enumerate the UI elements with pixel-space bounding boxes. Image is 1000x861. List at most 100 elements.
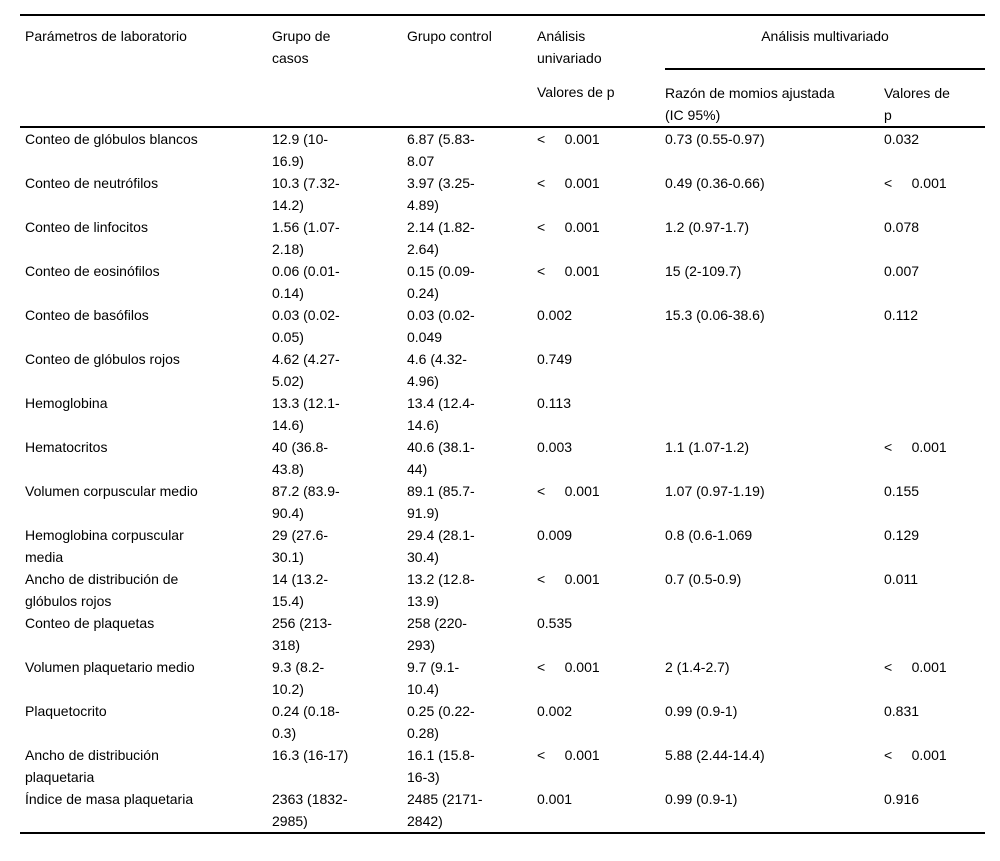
cell-p-univariado: < 0.001 xyxy=(537,483,600,499)
cell-parametro: Conteo de basófilos xyxy=(25,307,149,323)
table-row: Índice de masa plaquetaria 2363 (1832- 29… xyxy=(20,788,986,834)
cell-parametro: Volumen corpuscular medio xyxy=(25,483,198,499)
cell-grupo-casos: 14 (13.2- 15.4) xyxy=(272,571,329,609)
cell-grupo-control: 2485 (2171- 2842) xyxy=(407,788,537,834)
cell-p-multivariado xyxy=(884,348,985,392)
table-row: Conteo de eosinófilos 0.06 (0.01- 0.14) 0.… xyxy=(20,260,985,304)
table-row: Volumen corpuscular medio 87.2 (83.9- 90.… xyxy=(20,480,985,524)
table-row: Ancho de distribución de glóbulos rojos 1… xyxy=(20,568,985,612)
cell-parametro: Plaquetocrito xyxy=(25,703,107,719)
cell-p-univariado: < 0.001 xyxy=(537,219,600,235)
cell-grupo-casos: 10.3 (7.32- 14.2) xyxy=(272,175,340,213)
cell-p-multivariado: 0.007 xyxy=(884,263,920,279)
cell-grupo-control: 13.4 (12.4- 14.6) xyxy=(407,395,475,433)
cell-grupo-casos: 4.62 (4.27- 5.02) xyxy=(272,351,340,389)
cell-p-univariado: 0.002 xyxy=(537,703,573,719)
col-header-multivariado-valores-p: Valores de p xyxy=(884,69,986,128)
cell-p-univariado: < 0.001 xyxy=(537,263,600,279)
cell-p-multivariado: < 0.001 xyxy=(884,747,947,763)
cell-razon-momios: 1.2 (0.97-1.7) xyxy=(665,219,750,235)
cell-razon-momios xyxy=(665,612,884,656)
cell-grupo-casos: 0.24 (0.18- 0.3) xyxy=(272,703,340,741)
col-header-parametros: Parámetros de laboratorio xyxy=(20,15,272,128)
cell-razon-momios xyxy=(665,392,884,436)
cell-razon-momios: 0.49 (0.36-0.66) xyxy=(665,175,765,191)
cell-p-univariado: < 0.001 xyxy=(537,571,600,587)
cell-grupo-casos: 0.06 (0.01- 0.14) xyxy=(272,263,340,301)
cell-parametro: Conteo de neutrófilos xyxy=(25,175,159,191)
cell-grupo-casos: 29 (27.6- 30.1) xyxy=(272,527,329,565)
cell-grupo-casos: 2363 (1832- 2985) xyxy=(272,788,407,834)
header-row-sub: Valores de p Razón de momios ajustada (I… xyxy=(20,69,986,128)
cell-grupo-control: 258 (220- 293) xyxy=(407,615,467,653)
cell-parametro: Conteo de plaquetas xyxy=(25,615,155,631)
table-row: Volumen plaquetario medio 9.3 (8.2- 10.2)… xyxy=(20,656,985,700)
cell-grupo-control: 4.6 (4.32- 4.96) xyxy=(407,351,467,389)
cell-razon-momios: 0.8 (0.6-1.069 xyxy=(665,527,753,543)
table-row: Hematocritos 40 (36.8- 43.8) 40.6 (38.1- 4… xyxy=(20,436,985,480)
cell-grupo-casos: 12.9 (10- 16.9) xyxy=(272,131,329,169)
cell-grupo-control: 40.6 (38.1- 44) xyxy=(407,439,475,477)
table-row: Conteo de linfocitos 1.56 (1.07- 2.18) 2.1… xyxy=(20,216,985,260)
cell-grupo-casos: 256 (213- 318) xyxy=(272,615,332,653)
cell-razon-momios: 0.7 (0.5-0.9) xyxy=(665,571,742,587)
table-row: Hemoglobina 13.3 (12.1- 14.6) 13.4 (12.4- … xyxy=(20,392,985,436)
table-row: Hemoglobina corpuscular media 29 (27.6- 3… xyxy=(20,524,985,568)
cell-p-multivariado: 0.011 xyxy=(884,571,918,587)
cell-razon-momios: 15.3 (0.06-38.6) xyxy=(665,307,765,323)
cell-parametro: Ancho de distribución plaquetaria xyxy=(25,747,159,785)
cell-grupo-control: 9.7 (9.1- 10.4) xyxy=(407,659,460,697)
cell-p-univariado: 0.535 xyxy=(537,615,573,631)
cell-razon-momios: 15 (2-109.7) xyxy=(665,263,742,279)
cell-grupo-control: 0.25 (0.22- 0.28) xyxy=(407,703,475,741)
cell-parametro: Ancho de distribución de glóbulos rojos xyxy=(25,571,179,609)
col-header-razon-momios: Razón de momios ajustada (IC 95%) xyxy=(665,69,884,128)
cell-p-multivariado: < 0.001 xyxy=(884,175,947,191)
cell-p-multivariado: < 0.001 xyxy=(884,659,947,675)
table-row: Conteo de glóbulos blancos 12.9 (10- 16.9… xyxy=(20,127,985,172)
cell-razon-momios: 0.73 (0.55-0.97) xyxy=(665,131,765,147)
cell-p-multivariado: 0.129 xyxy=(884,527,920,543)
cell-grupo-control: 13.2 (12.8- 13.9) xyxy=(407,571,475,609)
cell-grupo-control: 6.87 (5.83- 8.07 xyxy=(407,131,475,169)
col-header-analisis-univariado: Análisis univariado xyxy=(537,28,602,66)
cell-p-multivariado: 0.078 xyxy=(884,219,920,235)
header-row-top: Parámetros de laboratorio Grupo de casos… xyxy=(20,15,986,128)
cell-p-univariado: < 0.001 xyxy=(537,131,600,147)
cell-p-univariado: 0.009 xyxy=(537,527,573,543)
cell-grupo-control: 29.4 (28.1- 30.4) xyxy=(407,527,475,565)
table-row: Conteo de plaquetas 256 (213- 318) 258 (22… xyxy=(20,612,985,656)
cell-razon-momios: 1.1 (1.07-1.2) xyxy=(665,439,750,455)
table-body: Conteo de glóbulos blancos 12.9 (10- 16.9… xyxy=(20,127,986,834)
cell-parametro: Volumen plaquetario medio xyxy=(25,659,195,675)
cell-razon-momios: 1.07 (0.97-1.19) xyxy=(665,483,765,499)
cell-grupo-casos: 13.3 (12.1- 14.6) xyxy=(272,395,340,433)
cell-parametro: Índice de masa plaquetaria xyxy=(20,788,272,834)
cell-p-univariado: < 0.001 xyxy=(537,175,600,191)
cell-p-multivariado: 0.831 xyxy=(884,703,920,719)
table-row: Conteo de basófilos 0.03 (0.02- 0.05) 0.03… xyxy=(20,304,985,348)
cell-razon-momios: 0.99 (0.9-1) xyxy=(665,703,738,719)
lab-parameters-table: Parámetros de laboratorio Grupo de casos… xyxy=(20,14,986,834)
table-row: Conteo de glóbulos rojos 4.62 (4.27- 5.02… xyxy=(20,348,985,392)
table-header: Parámetros de laboratorio Grupo de casos… xyxy=(20,15,986,128)
cell-grupo-control: 3.97 (3.25- 4.89) xyxy=(407,175,475,213)
cell-p-multivariado xyxy=(884,612,985,656)
table-row: Conteo de neutrófilos 10.3 (7.32- 14.2) 3.… xyxy=(20,172,985,216)
cell-grupo-control: 0.15 (0.09- 0.24) xyxy=(407,263,475,301)
table-row: Plaquetocrito 0.24 (0.18- 0.3) 0.25 (0.22-… xyxy=(20,700,985,744)
cell-p-multivariado: 0.112 xyxy=(884,307,918,323)
cell-razon-momios: 2 (1.4-2.7) xyxy=(665,659,730,675)
cell-p-multivariado: 0.916 xyxy=(884,788,986,834)
cell-parametro: Conteo de linfocitos xyxy=(25,219,148,235)
cell-grupo-casos: 87.2 (83.9- 90.4) xyxy=(272,483,340,521)
col-header-grupo-control: Grupo control xyxy=(407,15,537,128)
cell-p-univariado: 0.113 xyxy=(537,395,571,411)
cell-parametro: Conteo de glóbulos rojos xyxy=(25,351,180,367)
cell-p-univariado: < 0.001 xyxy=(537,659,600,675)
cell-razon-momios: 5.88 (2.44-14.4) xyxy=(665,747,765,763)
col-header-univariado-valores-p: Valores de p xyxy=(537,69,665,128)
cell-parametro: Hemoglobina corpuscular media xyxy=(25,527,184,565)
cell-razon-momios xyxy=(665,348,884,392)
cell-parametro: Conteo de eosinófilos xyxy=(25,263,160,279)
